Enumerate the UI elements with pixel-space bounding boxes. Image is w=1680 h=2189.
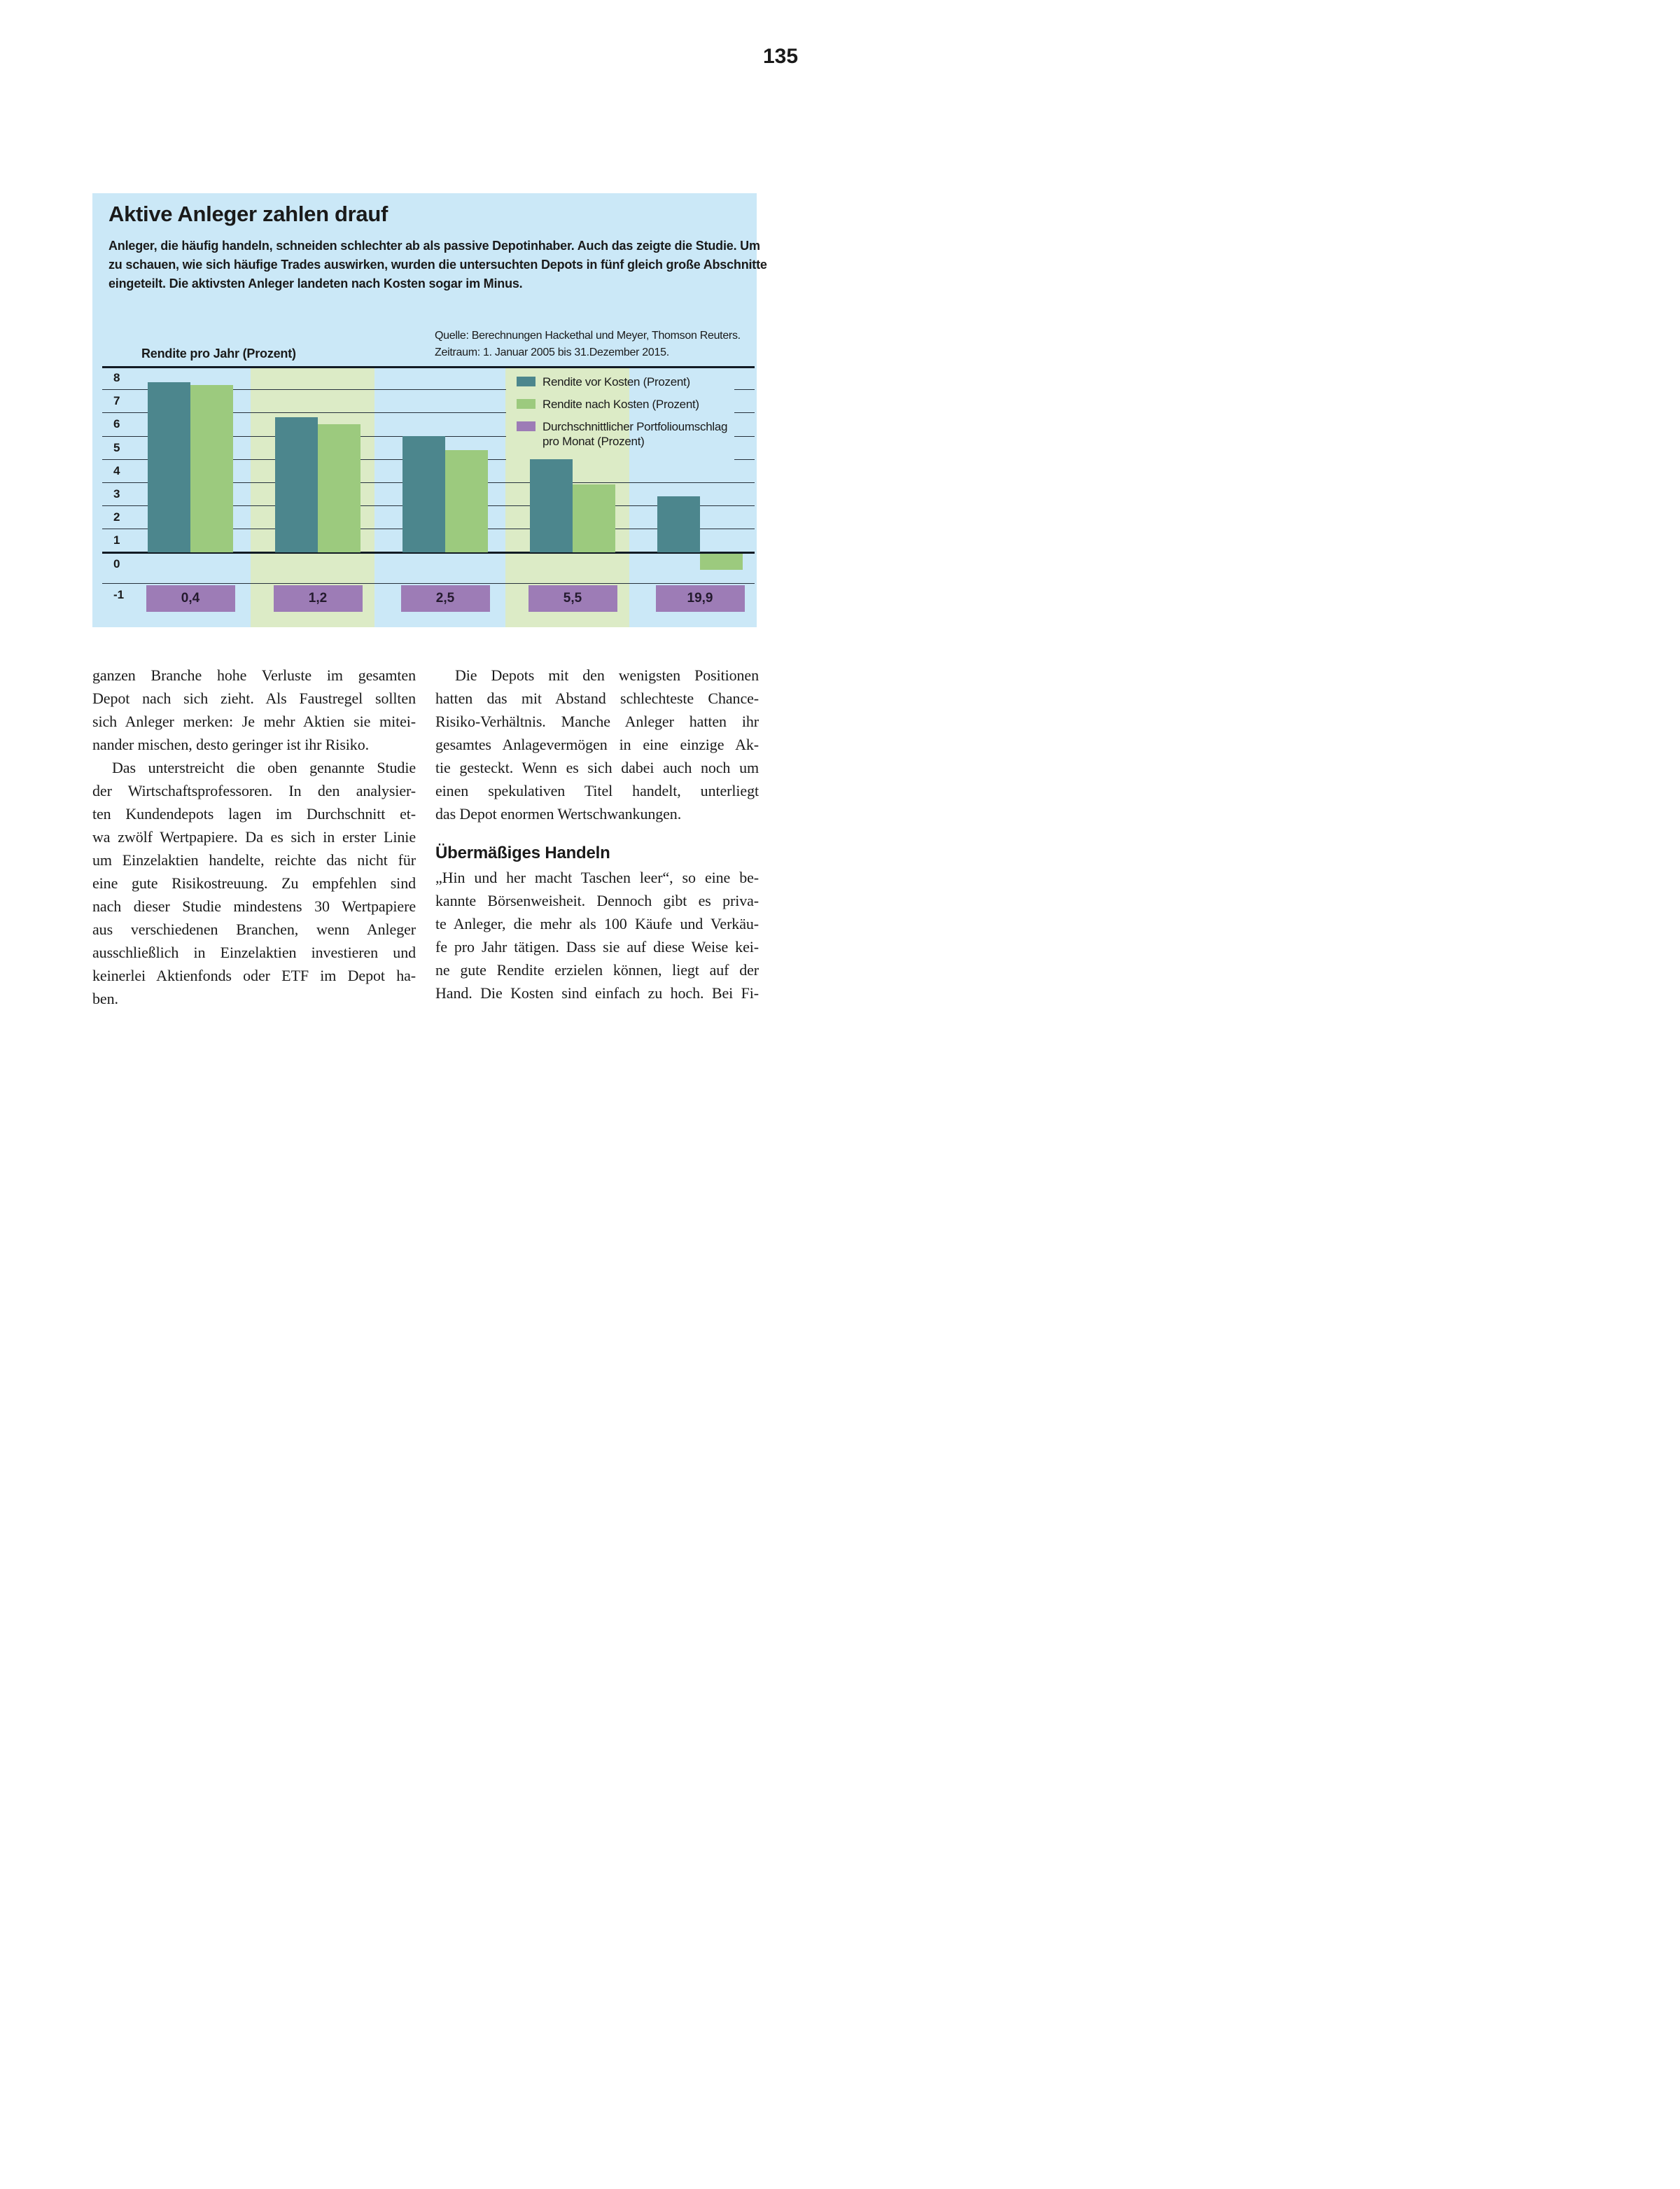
gridline: [102, 412, 506, 414]
y-tick-label: 5: [113, 440, 120, 454]
y-tick-label: 2: [113, 510, 120, 524]
y-tick-label: 6: [113, 417, 120, 431]
infobox-intro: Anleger, die häufig handeln, schneiden s…: [108, 237, 767, 293]
intro-line: Anleger, die häufig handeln, schneiden s…: [108, 239, 760, 253]
page-number: 135: [763, 45, 799, 68]
portfolio-umschlag-band: 19,9: [655, 585, 745, 612]
axis-top-border: [102, 366, 755, 368]
y-tick-label: -1: [113, 588, 125, 601]
body-text-line: ne gute Rendite erzielen können, liegt a…: [435, 961, 759, 979]
bar-rendite-vor-kosten: [147, 382, 190, 552]
body-text-line: Depot nach sich zieht. Als Faustregel so…: [92, 690, 416, 707]
bar-rendite-vor-kosten: [657, 496, 700, 552]
intro-line: eingeteilt. Die aktivsten Anleger landet…: [108, 277, 523, 291]
portfolio-umschlag-band: 1,2: [273, 585, 363, 612]
body-text-line: „Hin und her macht Taschen leer“, so ein…: [435, 869, 759, 886]
y-tick-label: 8: [113, 371, 120, 384]
body-text-line: um Einzelaktien handelte, reichte das ni…: [92, 851, 416, 869]
body-text-line: te Anleger, die mehr als 100 Käufe und V…: [435, 915, 759, 932]
body-text-line: fe pro Jahr tätigen. Dass sie auf diese …: [435, 938, 759, 956]
article-column-right: Die Depots mit den wenigsten Positionen h…: [435, 664, 759, 1010]
portfolio-umschlag-value: 19,9: [687, 591, 713, 606]
chart-infobox: Aktive Anleger zahlen drauf Anleger, die…: [92, 193, 767, 627]
legend-label: Rendite vor Kosten (Prozent): [542, 375, 690, 389]
body-text-line: Die Depots mit den wenigsten Positionen: [455, 666, 759, 684]
legend-swatch-icon: [517, 421, 536, 431]
y-tick-label: 0: [113, 557, 120, 571]
body-text-line: keinerlei Aktienfonds oder ETF im Depot …: [92, 967, 416, 984]
body-text-line: ben.: [92, 990, 118, 1007]
gridline: [734, 435, 755, 437]
body-text-line: ganzen Branche hohe Verluste im gesamten: [92, 666, 416, 684]
body-text-line: ausschließlich in Einzelaktien investier…: [92, 944, 416, 961]
source-line: Quelle: Berechnungen Hackethal und Meyer…: [435, 330, 741, 342]
body-text-line: Hand. Die Kosten sind einfach zu hoch. B…: [435, 984, 759, 1002]
bar-rendite-nach-kosten: [444, 449, 488, 552]
y-tick-label: 4: [113, 463, 120, 477]
source-line: Zeitraum: 1. Januar 2005 bis 31.Dezember…: [435, 347, 669, 358]
minus-one-line: [102, 583, 755, 584]
portfolio-umschlag-band: 0,4: [146, 585, 235, 612]
legend-swatch-icon: [517, 377, 536, 386]
body-text-line: tie gesteckt. Wenn es sich dabei auch no…: [435, 759, 759, 776]
article-column-left: ganzen Branche hohe Verluste im gesamten…: [92, 664, 416, 1010]
body-text-line: der Wirtschaftsprofessoren. In den analy…: [92, 782, 416, 799]
body-text-line: nach dieser Studie mindestens 30 Wertpap…: [92, 897, 416, 915]
y-tick-label: 1: [113, 533, 120, 547]
body-text-line: nander mischen, desto geringer ist ihr R…: [92, 736, 369, 753]
body-text-line: wa zwölf Wertpapiere. Da es sich in erst…: [92, 828, 416, 846]
body-text-line: einen spekulativen Titel handelt, unterl…: [435, 782, 759, 799]
portfolio-umschlag-value: 0,4: [181, 591, 200, 606]
bar-rendite-nach-kosten: [572, 484, 615, 552]
article-body: ganzen Branche hohe Verluste im gesamten…: [92, 664, 759, 1010]
body-text-line: das Depot enormen Wertschwankungen.: [435, 805, 682, 823]
magazine-page: 135 Aktive Anleger zahlen drauf Anleger,…: [0, 0, 840, 1094]
gridline: [734, 412, 755, 414]
gridline: [734, 389, 755, 391]
section-heading: Übermäßiges Handeln: [435, 844, 610, 862]
body-text-line: hatten das mit Abstand schlechteste Chan…: [435, 690, 759, 707]
infobox-title: Aktive Anleger zahlen drauf: [108, 202, 388, 226]
chart-source: Quelle: Berechnungen Hackethal und Meyer…: [435, 328, 746, 361]
body-text-line: Risiko-Verhältnis. Manche Anleger hatten…: [435, 713, 759, 730]
portfolio-umschlag-band: 2,5: [400, 585, 490, 612]
body-text-line: gesamtes Anlagevermögen in eine einzige …: [435, 736, 759, 753]
intro-line: zu schauen, wie sich häufige Trades ausw…: [108, 258, 767, 272]
zero-line: [102, 551, 755, 554]
plot-area: 8 7 6 5 4 3 2 1 0 -1 0,4 1,2 2,5 5,5 19,9 Rendite vor K…: [102, 366, 755, 627]
bar-rendite-nach-kosten-negative: [699, 553, 743, 570]
body-text-line: eine gute Risikostreuung. Zu empfehlen s…: [92, 874, 416, 892]
body-text-line: aus verschiedenen Branchen, wenn Anleger: [92, 921, 416, 938]
bar-rendite-nach-kosten: [190, 384, 233, 552]
portfolio-umschlag-value: 1,2: [308, 591, 328, 606]
gridline: [102, 389, 506, 391]
y-tick-label: 7: [113, 394, 120, 408]
portfolio-umschlag-value: 5,5: [563, 591, 582, 606]
bar-rendite-vor-kosten: [402, 435, 445, 552]
y-axis-title: Rendite pro Jahr (Prozent): [141, 347, 296, 361]
gridline: [734, 459, 755, 460]
bar-rendite-nach-kosten: [317, 424, 360, 552]
y-tick-label: 3: [113, 487, 120, 501]
bar-rendite-vor-kosten: [529, 459, 573, 552]
portfolio-umschlag-value: 2,5: [435, 591, 455, 606]
legend-swatch-icon: [517, 399, 536, 409]
body-text-line: sich Anleger merken: Je mehr Aktien sie …: [92, 713, 416, 730]
legend-label: Rendite nach Kosten (Prozent): [542, 398, 699, 411]
body-text-line: kannte Börsenweisheit. Dennoch gibt es p…: [435, 892, 759, 909]
portfolio-umschlag-band: 5,5: [528, 585, 617, 612]
legend-label: Durchschnittlicher Portfolioumschlag pro …: [542, 420, 728, 448]
bar-rendite-vor-kosten: [274, 417, 318, 552]
body-text-line: ten Kundendepots lagen im Durchschnitt e…: [92, 805, 416, 823]
body-text-line: Das unterstreicht die oben genannte Stud…: [112, 759, 416, 776]
